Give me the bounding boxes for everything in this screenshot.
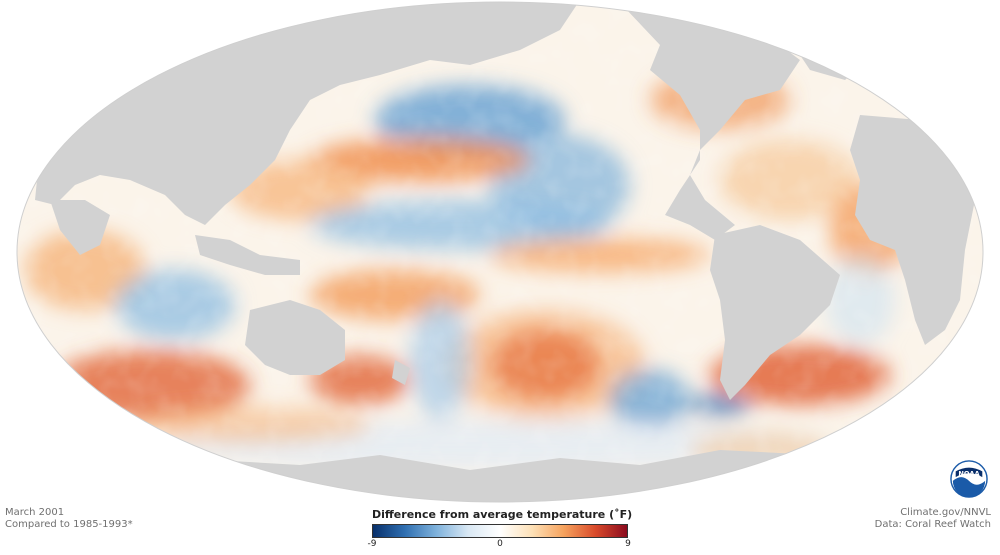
color-legend: Difference from average temperature (˚F)…: [368, 508, 633, 550]
madagascar: [937, 300, 948, 325]
legend-color-bar: [372, 524, 628, 538]
noaa-logo-icon: NOAA: [950, 460, 988, 498]
south-america: [710, 225, 840, 400]
legend-max-label: 9: [625, 539, 631, 549]
north-america: [575, 2, 800, 240]
legend-min-label: -9: [367, 539, 377, 549]
india: [50, 200, 110, 255]
map-credits: Climate.gov/NNVL Data: Coral Reef Watch: [875, 507, 991, 531]
credit-label: Climate.gov/NNVL: [900, 507, 991, 518]
africa: [850, 115, 975, 345]
date-label: March 2001: [5, 507, 65, 518]
legend-title: Difference from average temperature (˚F): [372, 508, 633, 521]
new-zealand: [392, 360, 410, 385]
legend-ticks: -9 0 9: [368, 538, 631, 550]
australia: [245, 300, 345, 375]
globe-outline: [16, 1, 984, 503]
legend-mid-label: 0: [497, 539, 503, 549]
svg-text:NOAA: NOAA: [958, 470, 980, 478]
maritime-continent: [195, 235, 300, 275]
map-caption: March 2001 Compared to 1985-1993*: [5, 507, 133, 531]
baseline-label: Compared to 1985-1993*: [5, 519, 133, 530]
source-label: Data: Coral Reef Watch: [874, 519, 991, 530]
